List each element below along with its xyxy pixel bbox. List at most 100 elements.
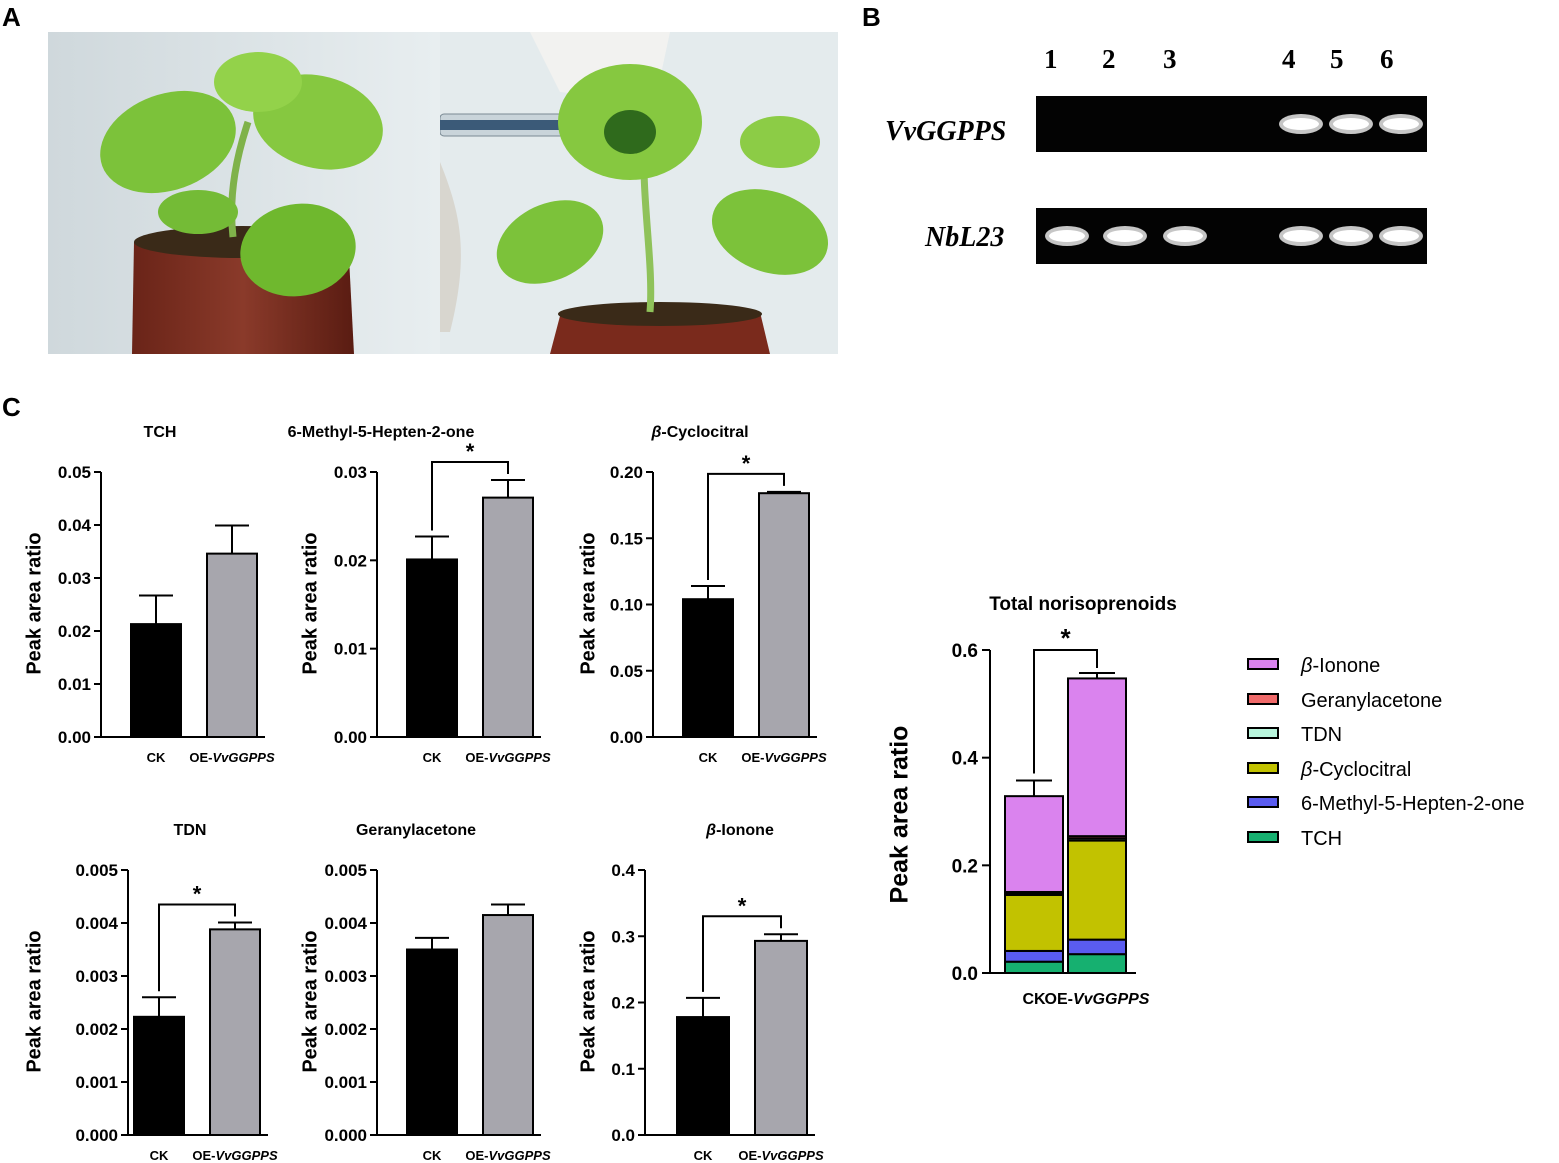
x-tick-label: CK: [423, 1148, 442, 1163]
significance-marker: *: [1060, 623, 1071, 653]
stacked-segment: [1004, 893, 1064, 952]
error-bar: [764, 933, 798, 941]
legend-label: β-Cyclocitral: [1301, 758, 1412, 781]
significance-marker: *: [738, 893, 747, 918]
legend-swatch: [1247, 692, 1279, 705]
legend-label: 6-Methyl-5-Hepten-2-one: [1301, 793, 1525, 815]
y-tick-label: 0.00: [58, 728, 91, 747]
plant-infiltration-photo: [440, 32, 838, 354]
y-axis-label: Peak area ratio: [577, 930, 600, 1073]
chart-title: β-Ionone: [706, 822, 774, 839]
chart-title: Total norisoprenoids: [989, 594, 1177, 615]
y-tick-label: 0.10: [610, 596, 643, 615]
significance-marker: *: [193, 881, 202, 906]
error-bar: [686, 996, 720, 1018]
y-tick-label: 0.005: [324, 861, 367, 880]
lane-number: 4: [1282, 44, 1296, 74]
error-bar: [139, 594, 173, 625]
x-tick-label: CK: [423, 750, 442, 765]
error-bar: [691, 584, 725, 600]
legend-label: Geranylacetone: [1301, 689, 1443, 712]
gel-image-nbl23: [1036, 208, 1427, 264]
x-tick-label: CK: [699, 750, 718, 765]
y-tick-label: 0.4: [611, 861, 635, 880]
y-tick-label: 0.05: [610, 662, 643, 681]
y-tick-label: 0.05: [58, 463, 91, 482]
bar: [482, 496, 534, 738]
lane-number: 6: [1380, 44, 1394, 74]
chart-title: Geranylacetone: [355, 822, 477, 839]
chart-title: TCH: [143, 424, 177, 441]
y-tick-label: 0.02: [334, 551, 367, 570]
y-tick-label: 0.004: [324, 914, 367, 933]
error-bar: [415, 936, 449, 950]
y-tick-label: 0.03: [334, 463, 367, 482]
x-tick-label: CK: [694, 1148, 713, 1163]
significance-bracket: [702, 915, 782, 992]
bar-chart: 0.00 0.01 0.02 0.03 CK OE-VvGGPPS *: [334, 439, 551, 765]
stacked-segment: [1067, 953, 1127, 974]
bar: [133, 1015, 185, 1136]
error-bar: [142, 996, 176, 1017]
y-tick-label: 0.04: [58, 516, 92, 535]
y-tick-label: 0.20: [610, 463, 643, 482]
y-tick-label: 0.000: [75, 1126, 118, 1145]
y-tick-label: 0.15: [610, 529, 643, 548]
y-tick-label: 0.002: [324, 1020, 367, 1039]
x-tick-label: CK: [1022, 991, 1046, 1008]
stacked-segment: [1004, 795, 1064, 893]
y-tick-label: 0.3: [611, 927, 635, 946]
y-tick-label: 0.0: [611, 1126, 635, 1145]
y-axis-label: Peak area ratio: [885, 725, 914, 904]
error-bar: [1079, 672, 1115, 679]
legend-label: β-Ionone: [1301, 655, 1381, 677]
lane-number: 2: [1102, 44, 1116, 74]
y-axis-label: Peak area ratio: [299, 930, 322, 1073]
y-tick-label: 0.00: [610, 728, 643, 747]
y-tick-label: 0.4: [952, 749, 979, 770]
y-tick-label: 0.02: [58, 622, 91, 641]
chart-title: TDN: [173, 822, 207, 839]
bar-chart: 0.00 0.01 0.02 0.03 0.04 0.05 CK OE-VvGGPPS: [58, 463, 275, 765]
legend-swatch: [1247, 658, 1279, 670]
gel-row-label-nbl23: NbL23: [925, 222, 1005, 253]
bar: [209, 928, 261, 1136]
significance-bracket: [431, 460, 509, 531]
significance-marker: *: [742, 451, 751, 476]
y-axis-label: Peak area ratio: [23, 532, 46, 675]
x-tick-label: OE-VvGGPPS: [738, 1148, 824, 1163]
significance-bracket: [707, 472, 785, 580]
panel-label-a: A: [2, 2, 21, 32]
error-bar: [415, 535, 449, 560]
significance-marker: *: [466, 439, 475, 464]
bar: [406, 948, 458, 1136]
error-bar: [218, 921, 252, 930]
y-tick-label: 0.01: [334, 640, 367, 659]
y-tick-label: 0.1: [611, 1060, 635, 1079]
stacked-segment: [1067, 839, 1127, 941]
error-bar: [1016, 779, 1052, 797]
y-axis-label: Peak area ratio: [23, 930, 46, 1073]
y-tick-label: 0.003: [75, 967, 118, 986]
x-tick-label: CK: [150, 1148, 169, 1163]
bar-chart: 0.00 0.05 0.10 0.15 0.20 CK OE-VvGGPPS *: [610, 451, 827, 765]
gel-image-vvggpps: [1036, 96, 1427, 152]
legend-swatch: [1247, 796, 1279, 808]
bar: [758, 492, 810, 739]
legend-label: TCH: [1301, 827, 1343, 850]
error-bar: [491, 478, 525, 498]
y-tick-label: 0.001: [324, 1073, 367, 1092]
x-tick-label: OE-VvGGPPS: [465, 1148, 551, 1163]
bar-chart: 0.0 0.1 0.2 0.3 0.4 CK OE-VvGGPPS *: [611, 861, 824, 1163]
legend-label: TDN: [1301, 724, 1343, 746]
bar-chart: 0.000 0.001 0.002 0.003 0.004 0.005 CK OE-VvGGP…: [75, 861, 278, 1163]
y-tick-label: 0.000: [324, 1126, 367, 1145]
bar: [482, 914, 534, 1136]
chart-title: 6-Methyl-5-Hepten-2-one: [287, 424, 475, 441]
x-tick-label: OE-VvGGPPS: [189, 750, 275, 765]
bar: [676, 1016, 730, 1137]
panel-label-c: C: [2, 392, 21, 422]
error-bar: [491, 903, 525, 916]
